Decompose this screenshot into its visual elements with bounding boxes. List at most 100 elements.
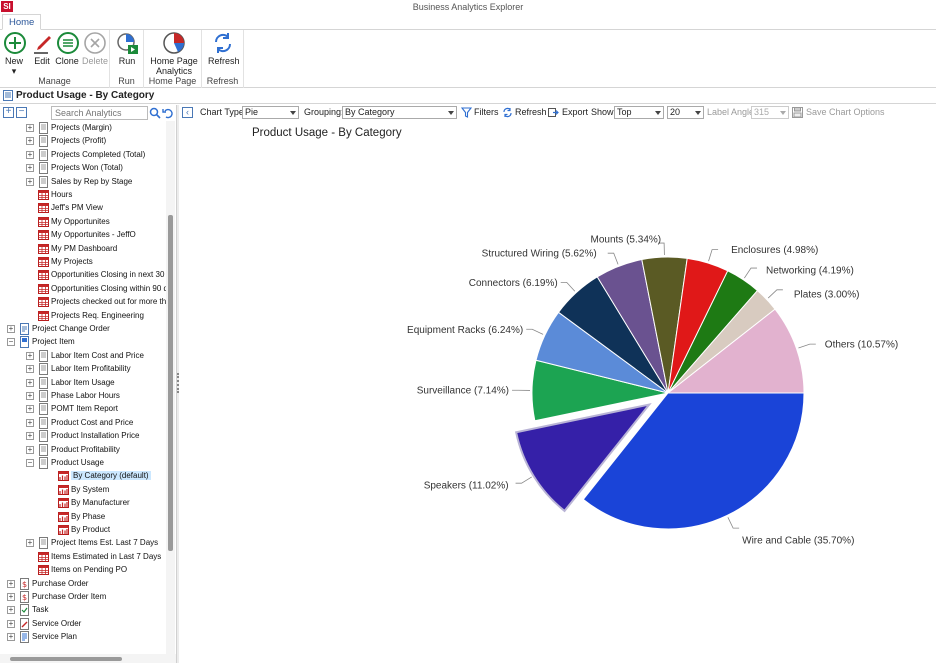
scrollbar-thumb[interactable]: [168, 215, 173, 551]
tree-item[interactable]: Items Estimated in Last 7 Days: [0, 551, 166, 564]
tree-item[interactable]: By Phase: [0, 511, 166, 524]
run-button[interactable]: Run: [114, 30, 140, 66]
export-icon[interactable]: [548, 107, 559, 118]
pie-slice-others[interactable]: [666, 308, 805, 394]
tree-item[interactable]: − Product Usage: [0, 457, 166, 470]
tree-item[interactable]: + $ Purchase Order: [0, 577, 166, 591]
tree-expand-icon[interactable]: +: [26, 176, 34, 186]
tree-item[interactable]: + Project Change Order: [0, 323, 166, 336]
filter-icon[interactable]: [461, 107, 472, 118]
tree-expand-icon[interactable]: +: [26, 377, 34, 387]
tree-expand-icon[interactable]: +: [26, 149, 34, 159]
tree-item[interactable]: + Task: [0, 604, 166, 617]
tree-expand-icon[interactable]: +: [26, 444, 34, 454]
tree-item[interactable]: By System: [0, 484, 166, 497]
chart-refresh-button[interactable]: Refresh: [515, 107, 547, 117]
tree-expand-icon[interactable]: +: [7, 578, 15, 588]
tree-item[interactable]: + Labor Item Profitability: [0, 363, 166, 376]
grouping-select[interactable]: By Category: [342, 106, 457, 119]
tree-item[interactable]: My Opportunites - JeffO: [0, 229, 166, 242]
app-logo[interactable]: SI: [1, 1, 13, 12]
tree-collapse-icon[interactable]: −: [26, 458, 34, 467]
tree-expand-icon[interactable]: +: [26, 391, 34, 400]
tree-item[interactable]: + Product Installation Price: [0, 430, 166, 443]
tree-item[interactable]: − Project Item: [0, 336, 166, 349]
tree-expand-icon[interactable]: +: [26, 431, 34, 441]
tree-item[interactable]: Jeff's PM View: [0, 202, 166, 215]
tree-expand-icon[interactable]: +: [26, 123, 34, 132]
tree-item[interactable]: My PM Dashboard: [0, 243, 166, 256]
tree-horizontal-scrollbar[interactable]: [0, 654, 176, 663]
tree-item[interactable]: Projects checked out for more then: [0, 296, 166, 309]
tree-item[interactable]: My Opportunites: [0, 216, 166, 229]
scrollbar-thumb[interactable]: [10, 657, 122, 661]
tree-item[interactable]: + POMT Item Report: [0, 403, 166, 416]
tree-item[interactable]: + Labor Item Cost and Price: [0, 349, 166, 363]
report-doc-icon: [38, 537, 49, 550]
tab-home[interactable]: Home: [2, 14, 42, 30]
collapse-all-button[interactable]: −: [16, 107, 27, 118]
search-icon[interactable]: [149, 107, 161, 119]
tree-item[interactable]: Opportunities Closing in next 30 day: [0, 269, 166, 282]
tree-item[interactable]: + Product Cost and Price: [0, 416, 166, 430]
tree-item[interactable]: + $ Purchase Order Item: [0, 591, 166, 604]
tree-item[interactable]: By Category (default): [0, 470, 166, 483]
delete-button[interactable]: Delete: [82, 30, 108, 66]
pie-slice-speakers[interactable]: [514, 402, 652, 513]
tree-expand-icon[interactable]: +: [26, 404, 34, 414]
tree-expand-icon[interactable]: +: [26, 364, 34, 374]
edit-button[interactable]: Edit: [30, 30, 54, 66]
tree-expand-icon[interactable]: +: [7, 605, 15, 615]
tree-item[interactable]: + Sales by Rep by Stage: [0, 175, 166, 189]
label-angle-select[interactable]: 315: [751, 106, 789, 119]
export-button[interactable]: Export: [562, 107, 589, 117]
tree-item[interactable]: Opportunities Closing within 90 days: [0, 283, 166, 296]
expand-all-button[interactable]: +: [3, 107, 14, 118]
tree-item[interactable]: + Service Order: [0, 617, 166, 631]
chart-type-select[interactable]: Pie: [242, 106, 299, 119]
count-select[interactable]: 20: [667, 106, 704, 119]
tree-expand-icon[interactable]: +: [26, 136, 34, 146]
clear-search-icon[interactable]: [162, 107, 174, 119]
pie-slice-wire-and-cable[interactable]: [582, 392, 805, 530]
show-select[interactable]: Top: [614, 106, 664, 119]
tree-item[interactable]: + Project Items Est. Last 7 Days: [0, 537, 166, 550]
new-dropdown-arrow-icon[interactable]: ▾: [11, 66, 17, 76]
filters-button[interactable]: Filters: [474, 107, 499, 117]
tree-item[interactable]: By Product: [0, 524, 166, 537]
refresh-button[interactable]: Refresh: [208, 30, 240, 66]
tree-item[interactable]: + Service Plan: [0, 631, 166, 644]
tree-collapse-icon[interactable]: −: [7, 337, 15, 347]
tree-item[interactable]: Hours: [0, 189, 166, 202]
refresh-icon[interactable]: [502, 107, 513, 118]
clone-button[interactable]: Clone: [55, 30, 79, 66]
tree-item[interactable]: + Labor Item Usage: [0, 376, 166, 390]
tree-item[interactable]: Projects Req. Engineering: [0, 310, 166, 323]
tree-expand-icon[interactable]: +: [26, 417, 34, 427]
tree-expand-icon[interactable]: +: [26, 163, 34, 173]
search-analytics-input[interactable]: [51, 106, 148, 120]
tree-item[interactable]: By Manufacturer: [0, 497, 166, 510]
new-button[interactable]: New ▾: [2, 30, 26, 76]
splitter-grip-icon[interactable]: [177, 373, 179, 393]
tree-item[interactable]: + Phase Labor Hours: [0, 390, 166, 403]
tree-item[interactable]: + Projects (Profit): [0, 135, 166, 148]
collapse-pane-arrow-icon[interactable]: ‹: [182, 107, 193, 118]
tree-expand-icon[interactable]: +: [7, 632, 15, 642]
tree-item[interactable]: Items on Pending PO: [0, 564, 166, 577]
tree-expand-icon[interactable]: +: [7, 618, 15, 628]
tree-item[interactable]: + Projects (Margin): [0, 122, 166, 135]
save-icon[interactable]: [792, 107, 803, 118]
tree-expand-icon[interactable]: +: [7, 324, 15, 333]
tree-item[interactable]: + Product Profitability: [0, 443, 166, 457]
home-page-analytics-button[interactable]: Home Page Analytics: [148, 30, 200, 76]
tree-vertical-scrollbar[interactable]: [166, 121, 175, 654]
save-chart-options-button[interactable]: Save Chart Options: [806, 107, 885, 117]
pane-header: Product Usage - By Category: [0, 88, 936, 104]
tree-expand-icon[interactable]: +: [26, 350, 34, 360]
tree-item[interactable]: + Projects Completed (Total): [0, 148, 166, 162]
tree-item[interactable]: My Projects: [0, 256, 166, 269]
tree-item[interactable]: + Projects Won (Total): [0, 162, 166, 175]
tree-expand-icon[interactable]: +: [26, 538, 34, 548]
tree-expand-icon[interactable]: +: [7, 592, 15, 601]
